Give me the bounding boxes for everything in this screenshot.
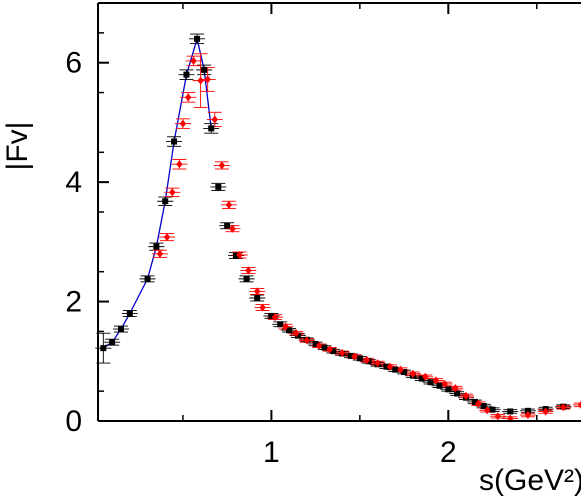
point-s1-p39 (524, 411, 532, 420)
point-s0-p10 (201, 66, 208, 73)
point-s1-p15 (254, 287, 261, 296)
point-s1-p25 (363, 356, 371, 365)
point-s0-p22 (312, 340, 319, 347)
x-tick-label: 2 (440, 436, 457, 469)
point-s1-p40 (542, 407, 549, 416)
point-s0-p4 (144, 275, 151, 282)
point-s0-p42 (489, 406, 496, 413)
point-s1-p37 (494, 412, 502, 421)
point-s1-p36 (484, 406, 491, 415)
point-s0-p5 (153, 243, 160, 250)
point-s1-p32 (441, 379, 448, 388)
point-s0-p43 (507, 408, 514, 415)
point-s0-p0 (100, 345, 107, 352)
point-s1-p21 (315, 341, 323, 350)
point-s0-p19 (286, 327, 293, 334)
point-s0-p23 (321, 344, 328, 351)
point-s0-p7 (171, 138, 178, 145)
point-s1-p30 (422, 372, 429, 381)
points-layer (100, 35, 581, 423)
point-s1-p7 (197, 76, 204, 85)
point-s1-p24 (351, 352, 358, 361)
point-s1-p27 (386, 362, 394, 371)
point-s1-p14 (245, 266, 252, 275)
point-s1-p23 (338, 348, 346, 357)
error-bar-s1-p42 (573, 402, 581, 408)
point-s1-p20 (303, 336, 310, 345)
point-s1-p5 (185, 93, 192, 102)
point-s0-p32 (401, 369, 408, 376)
point-s1-p22 (326, 345, 333, 354)
point-s0-p15 (243, 275, 250, 282)
point-s0-p1 (109, 339, 116, 346)
error-bar-layer (95, 33, 581, 421)
point-s0-p36 (436, 382, 443, 389)
point-s1-p16 (259, 303, 266, 312)
point-s0-p27 (356, 355, 363, 362)
point-s1-p29 (409, 369, 417, 378)
point-s1-p10 (218, 161, 226, 170)
y-tick-label: 4 (65, 166, 82, 199)
point-s1-p17 (271, 313, 279, 322)
point-s0-p8 (183, 71, 190, 78)
point-s1-p33 (452, 384, 459, 393)
point-s0-p20 (294, 332, 301, 339)
point-s1-p6 (190, 56, 197, 65)
point-s1-p18 (282, 322, 289, 331)
point-s0-p11 (208, 125, 215, 132)
point-s0-p30 (383, 363, 390, 370)
point-s1-p35 (475, 399, 482, 408)
point-s1-p13 (236, 250, 243, 259)
fit-curve-layer (102, 36, 212, 349)
point-s1-p28 (397, 365, 404, 374)
point-s1-p19 (292, 329, 300, 338)
labels-layer: 0 2 4 6 1 2 (65, 47, 456, 469)
point-s0-p2 (118, 326, 124, 333)
point-s0-p13 (224, 222, 231, 229)
point-s0-p14 (233, 252, 239, 259)
point-s0-p24 (330, 348, 337, 355)
point-s0-p44 (524, 407, 531, 414)
x-axis-title: s(GeV²) (479, 464, 581, 497)
point-s1-p31 (432, 376, 440, 385)
point-s0-p38 (454, 390, 461, 397)
point-s0-p17 (268, 312, 275, 319)
point-s0-p16 (254, 294, 261, 301)
axes-layer (97, 2, 581, 422)
y-axis-title: |Fv| (1, 122, 34, 171)
point-s1-p1 (163, 233, 171, 242)
point-s1-p4 (179, 119, 187, 128)
ticks-layer (98, 3, 538, 422)
point-s1-p3 (176, 160, 183, 169)
fit-curve (102, 36, 212, 349)
x-tick-label: 1 (263, 436, 280, 469)
point-s1-p34 (462, 391, 470, 400)
point-s0-p34 (418, 375, 425, 382)
point-s1-p41 (560, 403, 567, 412)
point-s1-p0 (156, 249, 164, 258)
y-tick-label: 0 (65, 405, 82, 438)
point-s1-p42 (577, 400, 581, 409)
point-s0-p26 (348, 352, 354, 359)
y-tick-label: 6 (65, 47, 82, 80)
point-s0-p6 (162, 198, 169, 205)
point-s0-p12 (215, 183, 222, 190)
point-s0-p31 (392, 366, 399, 373)
point-s0-p41 (480, 403, 487, 410)
point-s1-p26 (374, 359, 381, 368)
point-s1-p2 (169, 188, 176, 197)
y-tick-label: 2 (65, 286, 82, 319)
point-s1-p12 (229, 224, 236, 233)
point-s0-p3 (126, 310, 133, 317)
point-s0-p9 (194, 35, 201, 42)
point-s0-p37 (445, 386, 452, 393)
point-s0-p40 (471, 398, 478, 405)
point-s0-p18 (277, 321, 284, 328)
point-s1-p11 (225, 200, 233, 209)
point-s0-p35 (427, 379, 434, 386)
point-s1-p8 (204, 75, 211, 84)
point-s1-p9 (211, 115, 218, 124)
